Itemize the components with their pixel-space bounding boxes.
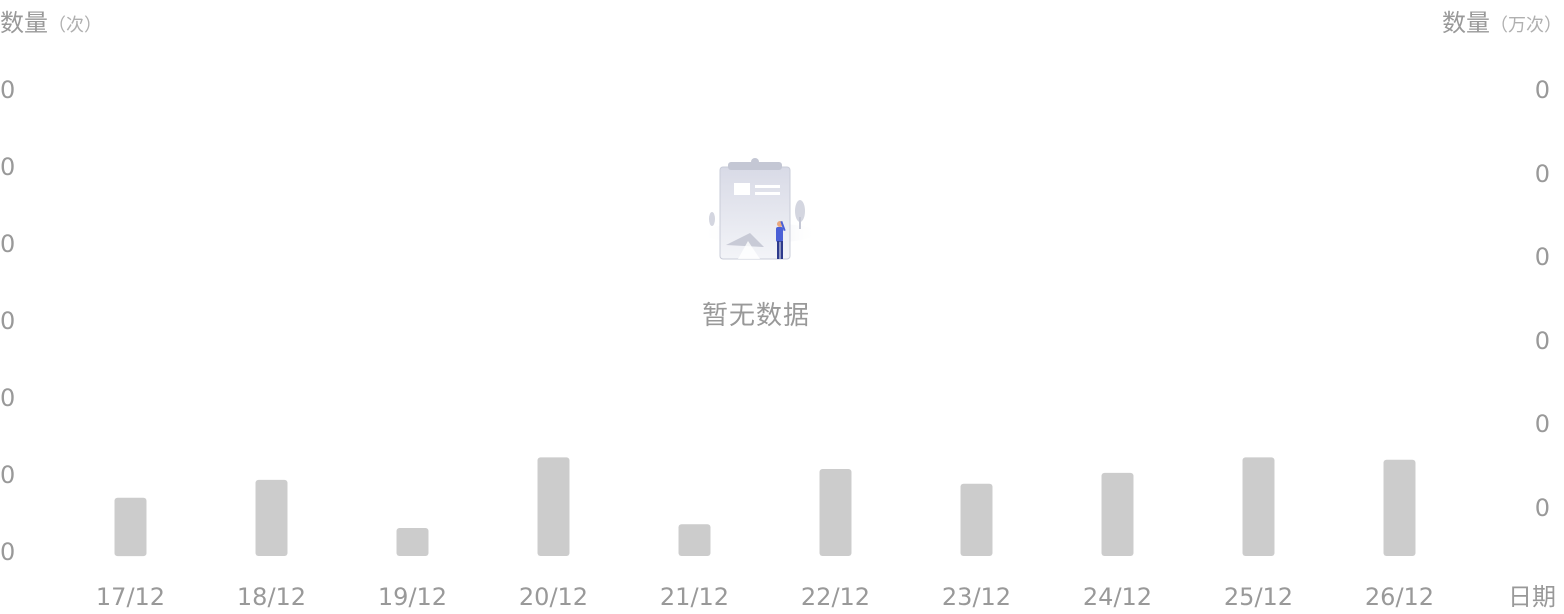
empty-state: [700, 155, 820, 269]
y-axis-left-name: 数量: [0, 9, 48, 37]
x-axis-title: 日期: [1508, 583, 1556, 611]
x-tick-label: 21/12: [659, 583, 730, 611]
y-left-tick-label: 0: [0, 461, 16, 489]
y-left-tick-label: 0: [0, 307, 16, 335]
y-axis-right-title: 数量（万次）: [1442, 3, 1562, 38]
x-tick-label: 19/12: [377, 583, 448, 611]
y-left-tick-label: 0: [0, 538, 16, 566]
y-left-tick-label: 0: [0, 76, 16, 104]
y-right-tick-label: 0: [1534, 159, 1550, 188]
bar-26-12: [1383, 459, 1416, 556]
x-tick-label: 18/12: [236, 583, 307, 611]
y-axis-right-name: 数量: [1442, 9, 1490, 37]
y-right-tick-label: 0: [1534, 76, 1550, 104]
y-right-tick-label: 0: [1534, 326, 1550, 355]
bar-17-12: [114, 497, 147, 557]
empty-state-text: 暂无数据: [701, 301, 810, 331]
y-left-tick-label: 0: [0, 153, 16, 181]
bar-25-12: [1242, 457, 1275, 556]
y-right-tick-label: 0: [1534, 243, 1550, 272]
x-tick-label: 17/12: [95, 583, 166, 611]
bar-23-12: [960, 483, 993, 556]
x-tick-label: 22/12: [800, 583, 871, 611]
bar-18-12: [255, 479, 288, 556]
x-tick-label: 20/12: [518, 583, 589, 611]
bar-19-12: [396, 528, 429, 556]
x-tick-label: 26/12: [1364, 583, 1435, 611]
y-right-tick-label: 0: [1534, 494, 1550, 522]
y-left-tick-label: 0: [0, 230, 16, 258]
bar-24-12: [1101, 472, 1134, 556]
x-tick-label: 23/12: [941, 583, 1012, 611]
y-axis-right-unit: （万次）: [1490, 15, 1562, 36]
bar-20-12: [537, 457, 570, 556]
empty-clipboard-illustration-icon: [702, 158, 818, 260]
bar-22-12: [819, 469, 852, 556]
x-tick-label: 24/12: [1082, 583, 1153, 611]
y-left-tick-label: 0: [0, 384, 16, 412]
y-right-tick-label: 0: [1534, 410, 1550, 439]
y-axis-left-title: 数量（次）: [0, 3, 102, 38]
y-axis-left-unit: （次）: [48, 15, 102, 36]
x-tick-label: 25/12: [1223, 583, 1294, 611]
bar-21-12: [678, 524, 711, 556]
